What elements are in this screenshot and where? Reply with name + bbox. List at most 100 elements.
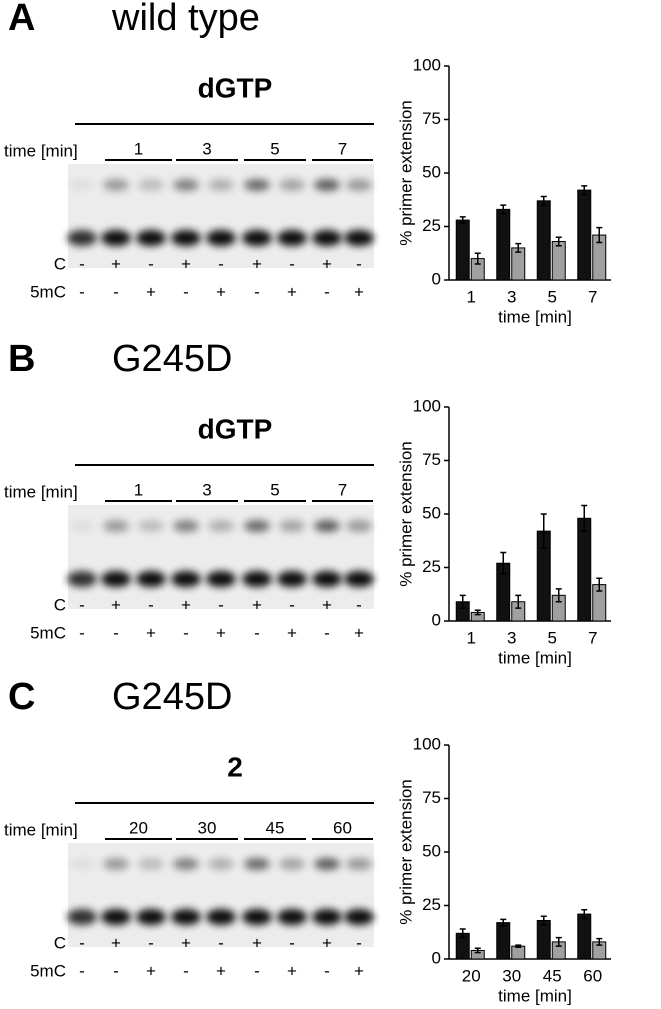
gel-band (277, 571, 307, 587)
x-tick-label: 5 (548, 628, 557, 647)
gel-sign: + (287, 623, 297, 642)
gel-band (101, 230, 131, 246)
gel-sign: + (146, 961, 156, 980)
x-tick-label: 3 (507, 287, 516, 306)
gel-sign: - (324, 282, 330, 301)
x-tick-label: 30 (502, 966, 521, 985)
gel-sign: - (218, 933, 224, 952)
error-bar (596, 937, 603, 946)
gel-sign: + (354, 623, 364, 642)
x-axis-label: time [min] (498, 986, 572, 1005)
gel-sign: + (322, 595, 332, 614)
y-tick-label: 50 (422, 162, 441, 181)
gel-band (138, 179, 164, 191)
gel-band (344, 230, 374, 246)
gel-sign: - (183, 282, 189, 301)
gel-sign: - (113, 961, 119, 980)
x-tick-label: 7 (588, 628, 597, 647)
y-tick-label: 50 (422, 841, 441, 860)
gel-sign: + (146, 282, 156, 301)
panel-title: wild type (111, 0, 260, 39)
x-tick-label: 1 (467, 628, 476, 647)
gel-band (244, 858, 270, 870)
gel-sign: - (183, 623, 189, 642)
gel-reagent: 2 (227, 751, 243, 782)
gel-sign: - (356, 595, 362, 614)
gel-sign: + (111, 933, 121, 952)
gel-band (242, 230, 272, 246)
gel-sign: + (216, 623, 226, 642)
gel-band (279, 858, 305, 870)
bar (536, 200, 551, 281)
bar (577, 517, 592, 622)
gel-sign: + (287, 961, 297, 980)
gel-time: 5 (270, 139, 279, 158)
y-tick-label: 75 (422, 109, 441, 128)
bar (551, 240, 566, 281)
gel-sign: - (289, 254, 295, 273)
gel-time-label: time [min] (4, 820, 78, 839)
gel-reagent: dGTP (198, 72, 273, 103)
gel-band (242, 909, 272, 925)
y-tick-label: 100 (413, 396, 441, 415)
x-tick-label: 3 (507, 628, 516, 647)
gel-band (138, 520, 164, 532)
y-tick-label: 0 (432, 948, 441, 967)
gel-sign: - (289, 933, 295, 952)
gel-band (314, 179, 340, 191)
gel-row-label: 5mC (30, 282, 66, 301)
error-bar (474, 252, 481, 265)
gel-sign: + (252, 933, 262, 952)
gel-sign: - (148, 254, 154, 273)
error-bar (596, 226, 603, 244)
gel-sign: - (254, 282, 260, 301)
gel-band (67, 230, 97, 246)
gel-sign: - (148, 595, 154, 614)
x-tick-label: 7 (588, 287, 597, 306)
gel-band (173, 858, 199, 870)
x-axis-label: time [min] (498, 307, 572, 326)
y-tick-label: 25 (422, 895, 441, 914)
gel-band (279, 179, 305, 191)
y-axis-label: % primer extension (396, 100, 415, 246)
gel-sign: + (322, 254, 332, 273)
x-tick-label: 5 (548, 287, 557, 306)
gel-band (173, 179, 199, 191)
x-tick-label: 1 (467, 287, 476, 306)
gel-sign: - (218, 254, 224, 273)
gel-sign: - (289, 595, 295, 614)
gel-time-label: time [min] (4, 482, 78, 501)
gel-band (67, 909, 97, 925)
gel-sign: + (111, 254, 121, 273)
error-bar (500, 918, 507, 927)
y-axis-label: % primer extension (396, 441, 415, 587)
panel-title: G245D (112, 676, 232, 718)
bar (455, 219, 470, 281)
gel-band (277, 230, 307, 246)
gel-band (69, 858, 95, 870)
gel-band (171, 230, 201, 246)
y-tick-label: 100 (413, 734, 441, 753)
gel-reagent: dGTP (198, 413, 273, 444)
bar (496, 208, 511, 281)
gel-band (244, 179, 270, 191)
bar (536, 919, 551, 960)
gel-band (67, 571, 97, 587)
gel-time: 3 (202, 139, 211, 158)
error-bar (555, 588, 562, 603)
error-bar (474, 609, 481, 616)
gel-sign: - (79, 282, 85, 301)
gel-band (312, 909, 342, 925)
gel-band (173, 520, 199, 532)
gel-band (101, 909, 131, 925)
y-tick-label: 0 (432, 610, 441, 629)
gel-sign: - (324, 623, 330, 642)
error-bar (540, 195, 547, 206)
gel-sign: + (287, 282, 297, 301)
gel-time: 7 (338, 480, 347, 499)
gel-sign: - (79, 961, 85, 980)
gel-band (244, 520, 270, 532)
error-bar (515, 242, 522, 253)
error-bar (474, 947, 481, 954)
